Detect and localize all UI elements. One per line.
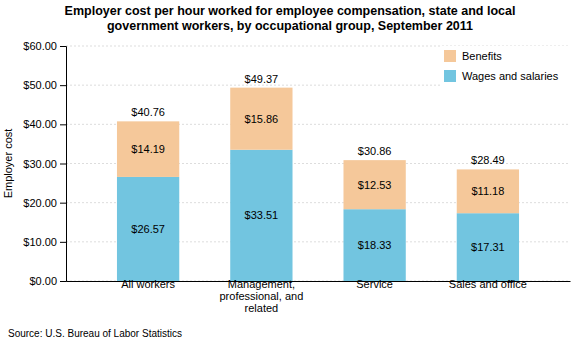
tick-label: Sales and office xyxy=(449,278,527,290)
chart: Employer cost per hour worked for employ… xyxy=(0,0,580,343)
tick-label: All workers xyxy=(121,278,175,290)
legend-item: Wages and salaries xyxy=(444,70,559,82)
tick: $50.00 xyxy=(23,79,66,91)
x-axis: All workers Management,professional, andr… xyxy=(67,278,571,314)
data-label: $15.86 xyxy=(245,113,279,125)
data-label: $14.19 xyxy=(131,143,165,155)
data-label: $33.51 xyxy=(245,209,279,221)
legend-label: Benefits xyxy=(462,50,502,62)
tick-mark xyxy=(60,124,66,125)
y-axis-title: Employer cost xyxy=(2,129,14,199)
tick: $0.00 xyxy=(29,275,66,287)
tick: Sales and office xyxy=(449,278,527,290)
bar xyxy=(230,88,292,150)
bar xyxy=(117,177,179,281)
tick-mark xyxy=(60,46,66,47)
legend-swatch xyxy=(444,70,456,82)
data-labels: $26.57 $33.51 $18.33 $17.31 $14.19 $15.86 $12.… xyxy=(131,73,504,253)
bars xyxy=(117,88,519,281)
tick: $40.00 xyxy=(23,118,66,130)
axis-domain xyxy=(60,47,67,282)
legend-item: Benefits xyxy=(444,50,502,62)
tick: All workers xyxy=(121,278,175,290)
tick: Management,professional, andrelated xyxy=(219,278,303,314)
total-label: $28.49 xyxy=(471,154,505,166)
data-label: $11.18 xyxy=(471,185,504,197)
tick-mark xyxy=(60,203,66,204)
data-label: $12.53 xyxy=(358,179,392,191)
tick-label: Management,professional, andrelated xyxy=(219,278,303,314)
series xyxy=(117,88,519,214)
title: Employer cost per hour worked for employ… xyxy=(65,4,516,33)
total-label: $49.37 xyxy=(245,73,279,85)
bar xyxy=(117,121,179,177)
data-label: $17.31 xyxy=(471,241,505,253)
tick: $10.00 xyxy=(23,236,66,248)
tick-label: $20.00 xyxy=(23,197,57,209)
tick: $20.00 xyxy=(23,197,66,209)
data-label: $18.33 xyxy=(358,239,392,251)
tick-label: $50.00 xyxy=(23,79,57,91)
legend-background xyxy=(440,46,570,88)
total-label: $40.76 xyxy=(131,106,165,118)
bar xyxy=(343,209,405,281)
tick: Service xyxy=(356,278,393,290)
plot: $26.57 $33.51 $18.33 $17.31 $14.19 $15.86 $12.… xyxy=(2,40,571,314)
bar xyxy=(457,169,519,213)
grid xyxy=(66,46,570,281)
legend: Benefits Wages and salaries xyxy=(440,46,570,88)
tick: $60.00 xyxy=(23,40,66,52)
tick-label: $60.00 xyxy=(23,40,57,52)
source: Source: U.S. Bureau of Labor Statistics xyxy=(8,328,182,339)
tick-label: $40.00 xyxy=(23,118,57,130)
total-label: $30.86 xyxy=(358,145,392,157)
tick-label: $0.00 xyxy=(29,275,57,287)
tick-label: $10.00 xyxy=(23,236,57,248)
tick-label: Service xyxy=(356,278,393,290)
tick-mark xyxy=(60,85,66,86)
data-label: $26.57 xyxy=(131,223,165,235)
bar xyxy=(343,160,405,209)
tick-label: $30.00 xyxy=(23,158,57,170)
y-axis: $0.00 $10.00 $20.00 $30.00 $40.00 $50.00 $60.0… xyxy=(23,40,66,287)
tick-mark xyxy=(60,281,66,282)
bar xyxy=(230,150,292,281)
bar xyxy=(457,213,519,281)
legend-label: Wages and salaries xyxy=(462,70,559,82)
tick-mark xyxy=(60,242,66,243)
legend-swatch xyxy=(444,50,456,62)
tick: $30.00 xyxy=(23,158,66,170)
tick-mark xyxy=(60,164,66,165)
